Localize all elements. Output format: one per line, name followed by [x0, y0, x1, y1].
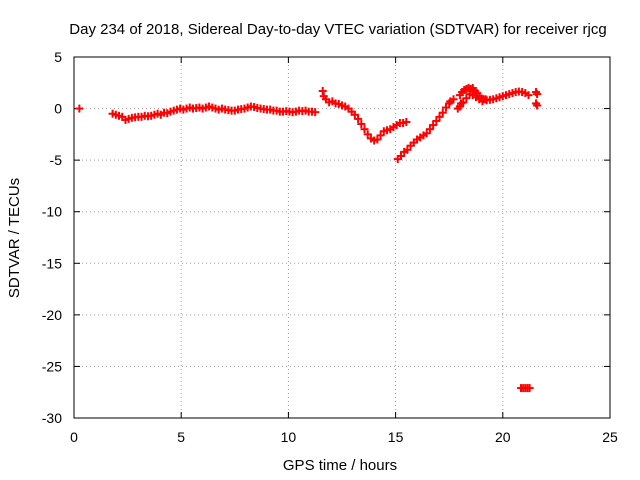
data-point [533, 90, 542, 99]
x-tick-label: 5 [177, 429, 185, 445]
data-point [435, 112, 444, 121]
data-point [376, 131, 385, 140]
x-tick-label: 20 [495, 429, 511, 445]
y-tick-label: -25 [42, 358, 62, 374]
data-point [402, 117, 411, 126]
data-point [360, 125, 369, 134]
data-point [432, 116, 441, 125]
axis-ticks [73, 56, 611, 419]
data-point [524, 91, 533, 100]
data-point [429, 121, 438, 130]
data-point [441, 103, 450, 112]
y-tick-label: -30 [42, 410, 62, 426]
plot-frame [73, 56, 611, 419]
data-point [75, 104, 84, 113]
data-point [363, 130, 372, 139]
data-point [318, 87, 327, 96]
data-point [453, 104, 462, 113]
y-tick-label: -20 [42, 307, 62, 323]
data-point [350, 110, 359, 119]
y-tick-label: -10 [42, 204, 62, 220]
data-point [481, 95, 490, 104]
data-point [438, 108, 447, 117]
y-tick-label: -5 [50, 152, 63, 168]
data-point [422, 129, 431, 138]
data-point [311, 108, 320, 117]
x-tick-label: 0 [70, 429, 78, 445]
data-point [403, 145, 412, 154]
data-point [462, 94, 471, 103]
x-tick-labels: 0 5 10 15 20 25 [70, 429, 618, 445]
data-point [449, 95, 458, 104]
data-point [354, 114, 363, 123]
x-tick-label: 25 [602, 429, 618, 445]
chart-title: Day 234 of 2018, Sidereal Day-to-day VTE… [69, 21, 606, 38]
y-axis-label: SDTVAR / TECUs [6, 178, 23, 298]
x-tick-label: 15 [388, 429, 404, 445]
data-point [425, 125, 434, 134]
data-points [75, 83, 542, 393]
y-tick-label: 5 [54, 49, 62, 65]
data-point [373, 135, 382, 144]
data-point [396, 152, 405, 161]
y-tick-label: 0 [54, 101, 62, 117]
data-point [456, 99, 465, 108]
y-tick-labels: 5 0 -5 -10 -15 -20 -25 -30 [42, 49, 62, 426]
x-axis-label: GPS time / hours [283, 457, 397, 474]
data-point [357, 120, 366, 129]
y-tick-label: -15 [42, 255, 62, 271]
data-point [525, 384, 534, 393]
data-point [533, 101, 542, 110]
x-tick-label: 10 [281, 429, 297, 445]
